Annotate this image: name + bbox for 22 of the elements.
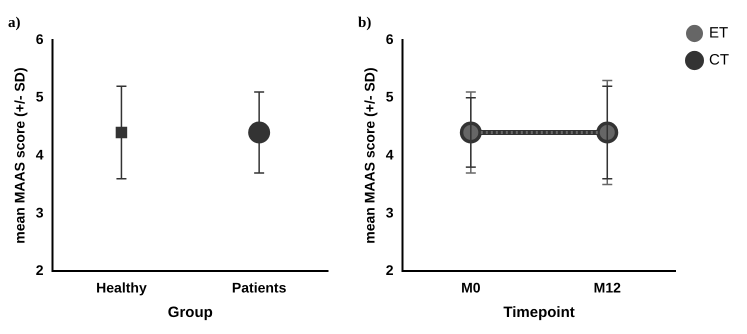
y-tick-label: 3 — [36, 204, 44, 220]
y-axis-title: mean MAAS score (+/- SD) — [11, 67, 28, 244]
y-tick-label: 6 — [386, 30, 394, 47]
chart-title: a) — [8, 14, 20, 31]
x-tick-label: Healthy — [96, 279, 147, 296]
y-tick-label: 2 — [386, 262, 394, 278]
y-tick-label: 2 — [36, 262, 44, 278]
legend-label: CT — [709, 52, 730, 69]
chart-title: b) — [358, 14, 372, 31]
y-tick-label: 4 — [386, 146, 394, 162]
x-axis-title: Timepoint — [503, 304, 575, 322]
y-tick-label: 5 — [386, 88, 394, 105]
y-tick-label: 6 — [36, 30, 44, 47]
x-tick-label: M12 — [594, 279, 622, 296]
y-tick-label: 4 — [36, 146, 44, 162]
x-tick-label: M0 — [461, 279, 481, 296]
x-tick-label: Patients — [232, 279, 287, 296]
x-axis-title: Group — [168, 304, 213, 322]
legend-label: ET — [709, 24, 728, 42]
y-axis-title: mean MAAS score (+/- SD) — [361, 67, 378, 244]
y-tick-label: 3 — [386, 204, 394, 220]
y-tick-label: 5 — [36, 88, 44, 105]
